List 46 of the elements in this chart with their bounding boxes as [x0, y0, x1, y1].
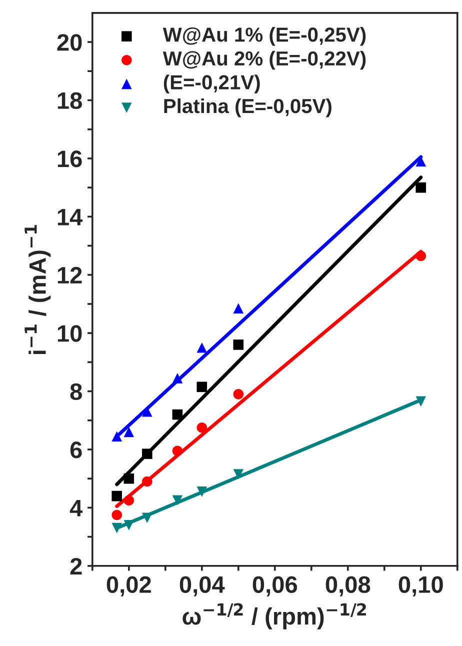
point — [172, 409, 183, 420]
point — [196, 342, 208, 353]
point — [142, 448, 152, 459]
point — [112, 522, 122, 534]
point — [196, 422, 208, 433]
point — [124, 473, 134, 484]
y-tick-label: 8 — [70, 383, 82, 400]
y-tick-label: 18 — [58, 92, 82, 110]
point — [142, 476, 152, 487]
point — [124, 495, 134, 506]
point — [196, 382, 208, 392]
x-tick-label: 0,04 — [180, 576, 225, 596]
y-tick-label: 14 — [58, 208, 83, 226]
x-axis-title: ω$^{−1/2}$ / (rpm)$^{−1/2}$ — [182, 603, 366, 630]
point — [233, 340, 244, 350]
point — [172, 446, 183, 456]
legend-label: Platina (E=-0,05V) — [164, 98, 332, 118]
point — [124, 426, 134, 438]
y-tick-label: 16 — [58, 150, 82, 168]
y-tick-label: 4 — [70, 500, 83, 516]
x-tick-label: 0,08 — [326, 576, 370, 596]
point — [112, 490, 122, 502]
point — [172, 495, 183, 506]
x-tick-label: 0,06 — [252, 576, 298, 596]
point — [142, 512, 152, 524]
y-tick-label: 10 — [58, 325, 82, 342]
point — [233, 469, 244, 480]
x-tick-label: 0,10 — [398, 576, 443, 596]
legend-label: (E=-0,21V) — [164, 74, 260, 94]
y-tick-label: 6 — [70, 442, 82, 458]
y-tick-label: 12 — [58, 266, 82, 284]
point — [112, 431, 122, 442]
point — [196, 486, 208, 497]
point — [416, 250, 426, 262]
point — [233, 389, 244, 400]
legend-label: W@Au 2% (E=-0,22V) — [162, 50, 366, 70]
y-tick-label: 20 — [57, 34, 82, 51]
point — [416, 396, 426, 407]
legend-label: W@Au 1% (E=-0,25V) — [162, 27, 366, 46]
point — [233, 303, 244, 314]
x-tick-label: 0,02 — [106, 576, 151, 596]
point — [416, 182, 426, 193]
y-axis-title: i$^{−1}$ / (mA)$^{−1}$ — [24, 224, 51, 354]
point — [112, 510, 122, 520]
y-tick-label: 2 — [70, 558, 82, 574]
point — [172, 373, 183, 384]
